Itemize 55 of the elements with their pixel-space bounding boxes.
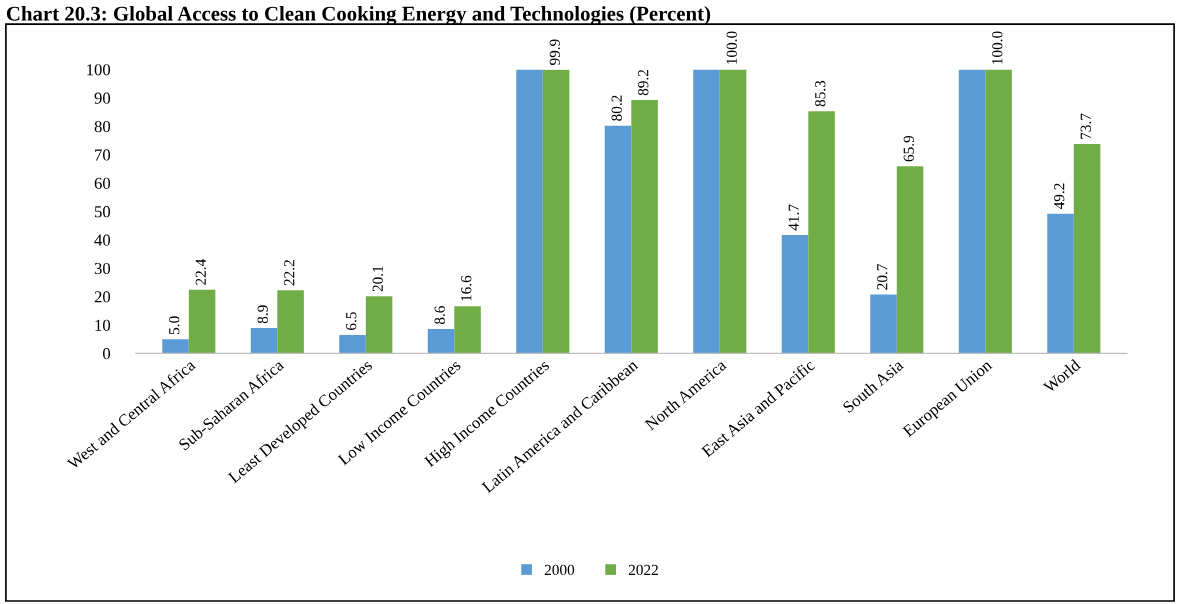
data-label: 8.9: [257, 305, 268, 324]
data-label: 41.7: [788, 204, 799, 231]
bar: [250, 328, 278, 354]
data-label: 8.6: [434, 306, 445, 325]
data-label: 65.9: [903, 135, 914, 162]
bar: [631, 100, 658, 354]
chart-title: Chart 20.3: Global Access to Clean Cooking Energy and Technologies (Percent): [6, 6, 711, 26]
bar: [454, 306, 481, 354]
data-label: 22.4: [195, 259, 206, 285]
bar: [542, 69, 570, 354]
data-label: 99.9: [549, 39, 560, 65]
y-tick-label: 80: [94, 120, 111, 133]
y-tick-label: 10: [95, 319, 111, 331]
y-tick-label: 70: [95, 149, 111, 161]
bar: [1047, 213, 1074, 354]
data-label: 100.0: [992, 31, 1003, 64]
bar: [958, 69, 986, 354]
data-label: 20.7: [877, 264, 888, 290]
data-label: 49.2: [1054, 183, 1065, 210]
y-tick-label: 100: [87, 64, 111, 76]
data-label: 5.0: [169, 316, 180, 334]
y-tick-label: 20: [94, 291, 111, 303]
bar: [693, 69, 720, 354]
bar: [896, 166, 924, 354]
bar: [985, 69, 1012, 354]
bar: [719, 69, 747, 354]
data-label: 16.6: [461, 275, 472, 301]
bar: [516, 69, 543, 354]
y-tick-label: 30: [94, 262, 111, 275]
bar: [427, 328, 455, 354]
bar: [781, 234, 809, 354]
y-tick-label: 0: [103, 348, 111, 360]
bar: [339, 334, 366, 354]
y-tick-label: 50: [95, 206, 111, 218]
legend-label: 2000: [544, 564, 575, 576]
data-label: 89.2: [638, 69, 649, 96]
bar: [365, 296, 393, 354]
bar: [162, 339, 189, 354]
bar: [604, 125, 632, 354]
data-label: 100.0: [726, 31, 737, 64]
bar: [188, 289, 216, 354]
y-tick-label: 60: [94, 177, 111, 189]
data-label: 20.1: [372, 266, 383, 292]
bar: [277, 290, 304, 354]
bar: [1073, 144, 1101, 354]
y-tick-label: 40: [94, 234, 111, 246]
data-label: 6.5: [346, 312, 357, 330]
bar: [870, 294, 897, 354]
data-label: 80.2: [611, 95, 622, 121]
data-label: 73.7: [1080, 113, 1091, 139]
data-label: 85.3: [815, 80, 826, 107]
y-tick-label: 90: [94, 92, 111, 104]
legend-label: 2022: [628, 564, 658, 576]
data-label: 22.2: [284, 260, 295, 286]
bar: [808, 111, 835, 354]
